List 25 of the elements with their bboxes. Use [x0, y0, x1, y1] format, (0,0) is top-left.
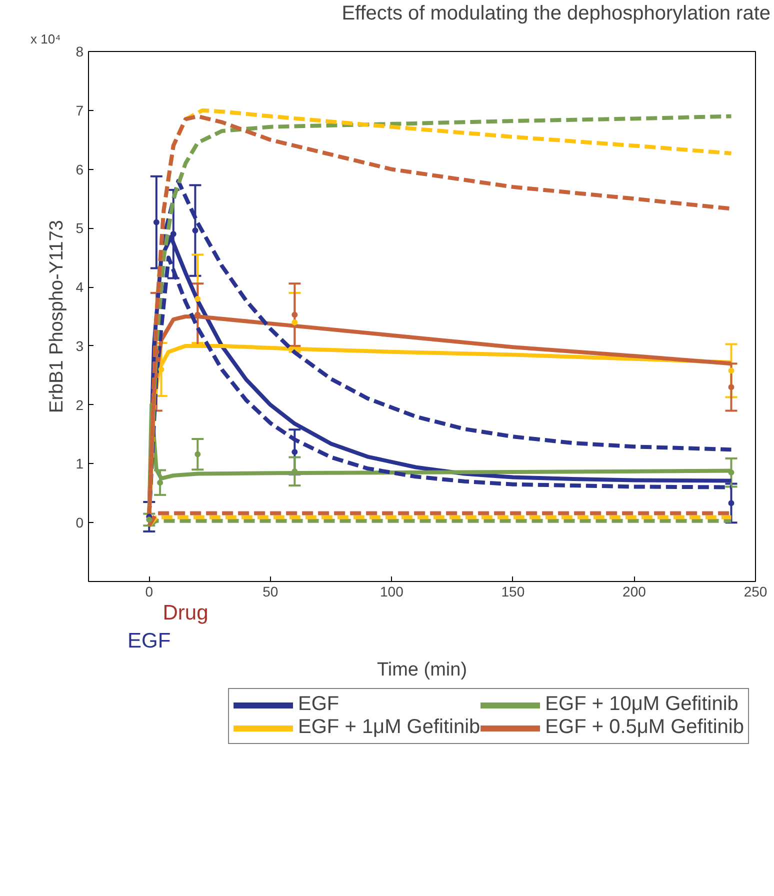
y-tick-label: 6 [76, 161, 84, 178]
x-tick-label: 250 [744, 584, 768, 600]
y-tick-label: 4 [76, 279, 84, 296]
legend-label: EGF [298, 693, 340, 716]
x-tick-label: 0 [145, 584, 154, 600]
chart-title: Effects of modulating the dephosphorylation rate [342, 2, 771, 24]
y-tick-label: 0 [76, 514, 84, 531]
y-tick-label: 1 [76, 456, 84, 472]
y-tick-label: 5 [76, 220, 84, 236]
y-axis-title: ErbB1 Phospho-Y1173 [46, 220, 68, 413]
x-axis-title: Time (min) [376, 660, 468, 680]
legend-label: EGF + 10μM Gefitinib [545, 693, 738, 716]
text: x 10⁴ [30, 32, 61, 46]
y-tick-label: 8 [76, 44, 84, 60]
text: Drug [162, 602, 208, 624]
legend-label: EGF + 1μM Gefitinib [298, 716, 480, 739]
y-tick-label: 2 [76, 396, 84, 413]
x-tick-label: 150 [501, 584, 525, 600]
x-tick-label: 100 [380, 584, 404, 600]
y-tick-label: 7 [76, 102, 84, 118]
y-tick-label: 3 [76, 338, 84, 354]
text: EGF [128, 630, 171, 652]
x-tick-label: 200 [622, 584, 646, 600]
legend-label: EGF + 0.5μM Gefitinib [545, 716, 744, 739]
x-tick-label: 50 [262, 584, 278, 600]
